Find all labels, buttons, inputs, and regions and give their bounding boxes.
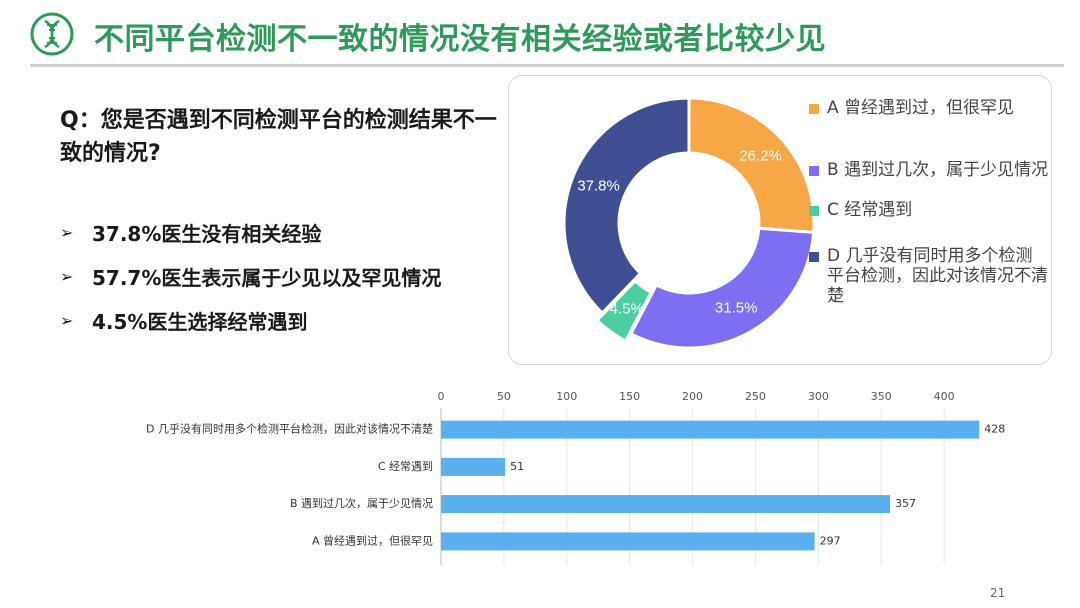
- donut-legend: A 曾经遇到过，但很罕见 B 遇到过几次，属于少见情况 C 经常遇到 D 几乎没有同时…: [809, 98, 1049, 306]
- legend-label: C 经常遇到: [827, 200, 913, 220]
- bullet-list: ➢ 37.8%医生没有相关经验 ➢ 57.7%医生表示属于少见以及罕见情况 ➢ 4.5…: [60, 210, 510, 342]
- bullet-item: ➢ 37.8%医生没有相关经验: [60, 210, 510, 254]
- donut-chart-card: 26.2% 31.5% 4.5% 37.8% A 曾经遇到过，但很罕见 B 遇到过几次，…: [508, 75, 1052, 365]
- legend-label: B 遇到过几次，属于少见情况: [827, 160, 1049, 180]
- donut-slice: [562, 96, 691, 316]
- bar-value-label: 357: [895, 497, 916, 510]
- x-tick-label: 150: [619, 390, 640, 403]
- x-tick-label: 200: [682, 390, 703, 403]
- y-tick-label: B 遇到过几次，属于少见情况: [290, 496, 433, 510]
- legend-swatch: [809, 252, 819, 262]
- donut-chart: 26.2% 31.5% 4.5% 37.8%: [562, 96, 816, 350]
- bullet-text: 57.7%医生表示属于少见以及罕见情况: [92, 265, 442, 290]
- x-tick-label: 300: [808, 390, 829, 403]
- donut-data-label: 31.5%: [715, 299, 758, 316]
- y-tick-label: D 几乎没有同时用多个检测平台检测，因此对该情况不清楚: [146, 422, 433, 436]
- legend-swatch: [809, 166, 819, 176]
- y-tick-label: C 经常遇到: [378, 460, 433, 473]
- legend-label: A 曾经遇到过，但很罕见: [827, 98, 1015, 118]
- bar: [441, 457, 506, 476]
- donut-slice: [628, 226, 816, 350]
- arrow-right-icon: ➢: [60, 266, 74, 286]
- bar-value-label: 428: [984, 423, 1005, 436]
- bar: [441, 420, 980, 439]
- slide-title: 不同平台检测不一致的情况没有相关经验或者比较少见: [94, 22, 826, 57]
- question-text: Q：您是否遇到不同检测平台的检测结果不一致的情况?: [60, 108, 497, 166]
- bullet-item: ➢ 57.7%医生表示属于少见以及罕见情况: [60, 254, 510, 298]
- dna-icon: [30, 12, 74, 56]
- x-tick-label: 250: [745, 390, 766, 403]
- legend-item: C 经常遇到: [809, 200, 1049, 220]
- bar-value-label: 51: [510, 460, 524, 473]
- arrow-right-icon: ➢: [60, 222, 74, 242]
- donut-data-label: 37.8%: [577, 177, 620, 194]
- bullet-text: 4.5%医生选择经常遇到: [92, 309, 308, 334]
- title-divider: [30, 64, 1064, 67]
- x-tick-label: 100: [556, 390, 577, 403]
- legend-label: D 几乎没有同时用多个检测平台检测，因此对该情况不清楚: [827, 246, 1048, 306]
- x-tick-label: 400: [934, 390, 955, 403]
- bar: [441, 532, 815, 551]
- legend-item: D 几乎没有同时用多个检测平台检测，因此对该情况不清楚: [809, 246, 1049, 306]
- y-tick-label: A 曾经遇到过，但很罕见: [312, 533, 433, 547]
- bullet-text: 37.8%医生没有相关经验: [92, 221, 322, 246]
- bar-value-label: 297: [820, 534, 841, 547]
- arrow-right-icon: ➢: [60, 310, 74, 330]
- page-number: 21: [990, 586, 1006, 600]
- donut-data-label: 26.2%: [739, 148, 782, 165]
- x-tick-label: 350: [871, 390, 892, 403]
- bar: [441, 495, 890, 514]
- donut-data-label: 4.5%: [610, 300, 644, 317]
- legend-item: B 遇到过几次，属于少见情况: [809, 160, 1049, 180]
- legend-swatch: [809, 206, 819, 216]
- bar-chart: 0 50 100 150 200 250 300 350 400 D 几乎没有同时用多个检测平台检…: [146, 390, 1005, 565]
- legend-item: A 曾经遇到过，但很罕见: [809, 98, 1049, 118]
- x-tick-label: 50: [497, 390, 511, 403]
- x-tick-label: 0: [438, 390, 445, 403]
- donut-slice: [687, 96, 816, 235]
- legend-swatch: [809, 104, 819, 114]
- bullet-item: ➢ 4.5%医生选择经常遇到: [60, 298, 510, 342]
